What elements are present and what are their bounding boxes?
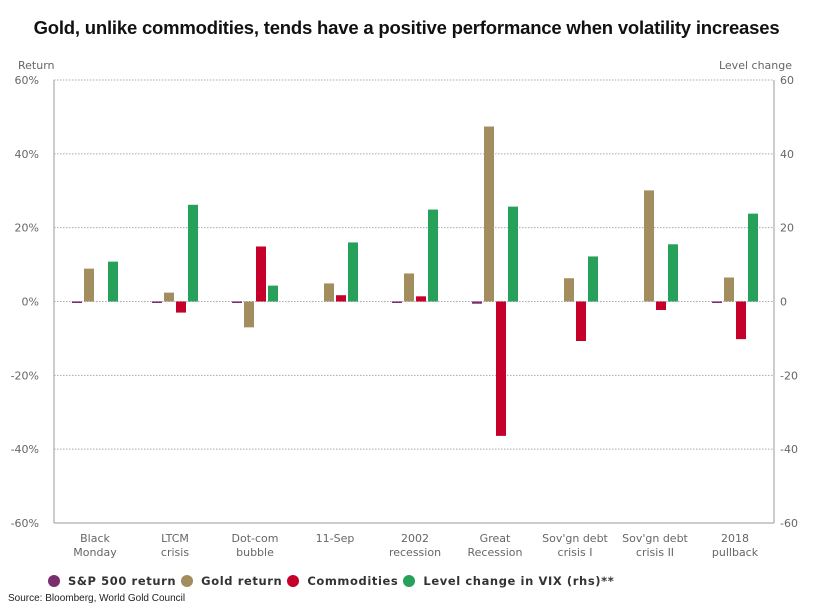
bar-gold-return (644, 190, 654, 302)
category-label: Sov'gn debt (542, 532, 608, 545)
tick-labels: 60% 60 40% 40 20% 20 0% 0 -20% -20 -40% -40 -60% -60 (11, 74, 798, 530)
category-label: 2018 (721, 532, 749, 545)
category-label: crisis II (636, 546, 674, 559)
category-label: LTCM (161, 532, 189, 545)
bars (72, 126, 758, 436)
legend-item: Gold return (181, 574, 282, 588)
bar-level-change-in-vix-rhs (508, 206, 518, 302)
bar-level-change-in-vix-rhs (668, 244, 678, 302)
source-note: Source: Bloomberg, World Gold Council (8, 593, 186, 604)
legend-item: Commodities (287, 574, 398, 588)
category-label: bubble (236, 546, 274, 559)
bar-s-p-500-return (152, 301, 162, 303)
bar-level-change-in-vix-rhs (748, 213, 758, 302)
bar-s-p-500-return (72, 301, 82, 303)
left-axis-label: Return (18, 59, 55, 72)
right-tick-label: 60 (780, 74, 794, 87)
right-tick-label: -40 (780, 443, 798, 456)
bar-gold-return (724, 277, 734, 302)
category-label: pullback (712, 546, 759, 559)
bar-gold-return (404, 273, 414, 302)
category-label: Sov'gn debt (622, 532, 688, 545)
left-tick-label: 40% (15, 148, 39, 161)
left-tick-label: 60% (15, 74, 39, 87)
bar-commodities (336, 295, 346, 302)
category-label: Black (80, 532, 110, 545)
left-tick-label: -40% (11, 443, 39, 456)
bar-level-change-in-vix-rhs (588, 256, 598, 302)
legend-label: Commodities (307, 574, 399, 588)
bar-commodities (736, 301, 746, 340)
bar-s-p-500-return (712, 301, 722, 303)
bar-level-change-in-vix-rhs (428, 209, 438, 302)
bar-commodities (176, 301, 186, 313)
bar-gold-return (84, 268, 94, 302)
legend-swatch-icon (287, 575, 300, 587)
bar-commodities (496, 301, 506, 436)
legend-item: S&P 500 return (48, 574, 176, 588)
bar-commodities (416, 296, 426, 302)
bar-commodities (656, 301, 666, 310)
legend-label: S&P 500 return (68, 574, 177, 588)
right-tick-label: 0 (780, 296, 787, 309)
category-label: 2002 (401, 532, 429, 545)
category-label: 11-Sep (316, 532, 355, 545)
legend-swatch-icon (181, 575, 194, 587)
right-tick-label: 40 (780, 148, 794, 161)
chart-title: Gold, unlike commodities, tends have a p… (33, 17, 780, 38)
bar-level-change-in-vix-rhs (268, 285, 278, 302)
bar-level-change-in-vix-rhs (188, 204, 198, 302)
left-tick-label: 20% (15, 222, 39, 235)
category-label: Great (480, 532, 511, 545)
left-tick-label: -20% (11, 369, 39, 382)
legend-swatch-icon (403, 575, 416, 587)
axes (53, 80, 775, 524)
legend-swatch-icon (48, 575, 60, 587)
category-label: crisis I (558, 546, 593, 559)
category-label: Recession (468, 546, 523, 559)
left-tick-label: -60% (11, 517, 39, 530)
category-label: Monday (73, 546, 117, 559)
category-label: Dot-com (232, 532, 279, 545)
bar-gold-return (324, 283, 334, 302)
bar-s-p-500-return (392, 301, 402, 303)
bar-gold-return (164, 292, 174, 302)
right-axis-label: Level change (719, 59, 792, 72)
bar-commodities (576, 301, 586, 342)
left-tick-label: 0% (22, 296, 39, 309)
bar-level-change-in-vix-rhs (348, 242, 358, 302)
bar-gold-return (564, 278, 574, 302)
category-label: crisis (161, 546, 189, 559)
legend-item: Level change in VIX (rhs)** (403, 574, 614, 588)
right-tick-label: -60 (780, 517, 798, 530)
bar-s-p-500-return (232, 301, 242, 303)
legend-label: Gold return (201, 574, 283, 588)
legend: S&P 500 return Gold return Commodities Leve… (48, 574, 619, 588)
right-tick-label: -20 (780, 369, 798, 382)
bar-level-change-in-vix-rhs (108, 261, 118, 302)
bar-gold-return (244, 301, 254, 328)
bar-s-p-500-return (472, 301, 482, 304)
legend-label: Level change in VIX (rhs)** (423, 574, 615, 588)
bar-commodities (256, 246, 266, 302)
bar-gold-return (484, 126, 494, 302)
category-label: recession (389, 546, 441, 559)
right-tick-label: 20 (780, 222, 794, 235)
gridlines (54, 79, 774, 450)
